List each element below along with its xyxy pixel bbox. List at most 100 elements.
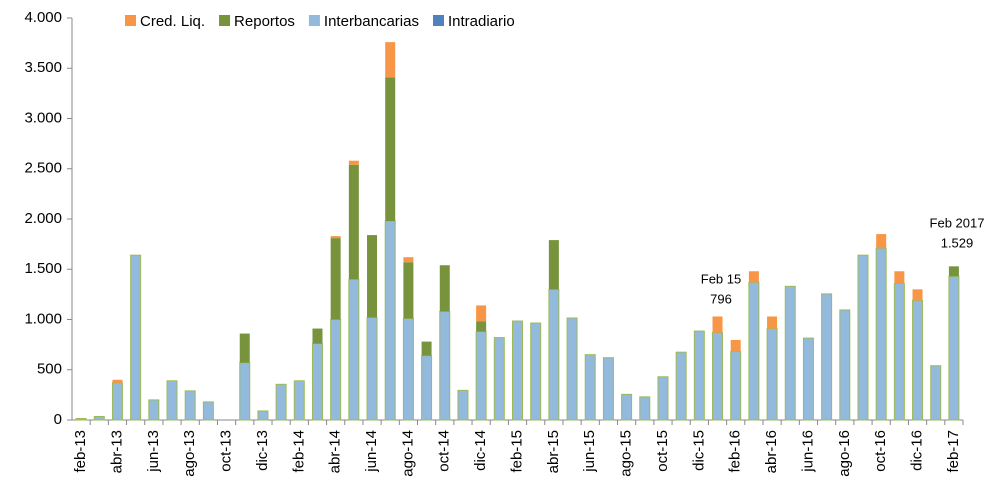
bar-segment [767,316,778,329]
bar-segment [657,376,669,421]
x-tick-label: jun-15 [581,430,598,473]
annotation: 1.529 [941,235,974,250]
y-tick-label: 500 [37,361,62,378]
bar-segment [912,289,923,301]
bar-segment [348,278,360,421]
x-tick-label: oct-16 [872,430,889,472]
legend-swatch [308,15,320,26]
bar-segment [75,417,87,421]
bar-segment [894,271,905,284]
bar-segment [784,285,796,421]
x-tick-label: abr-13 [108,430,125,473]
bar-segment [602,357,614,421]
bar-segment [439,310,451,421]
bar-segment [802,337,814,421]
bar-segment [312,328,323,344]
bar-segment [402,317,414,421]
bar-segment [311,343,323,421]
bar-segment [476,321,487,332]
bar-segment [348,160,359,165]
bar-segment [712,332,724,421]
x-tick-label: ago-15 [618,430,635,477]
legend-label: Intradiario [448,13,515,30]
x-tick-label: ago-16 [836,430,853,477]
y-tick-label: 1.000 [24,310,62,327]
bar-segment [148,399,160,421]
bar-segment [330,238,341,320]
bar-segment [675,351,687,421]
bar-segment [912,299,924,421]
bar-segment [93,415,105,421]
bar-segment [330,236,341,239]
legend-swatch [432,15,444,26]
bar-segment [239,333,250,363]
bar-segment [257,410,269,421]
bar-segment [876,234,887,249]
bar-segment [384,220,396,421]
bar-segment [493,337,505,421]
bar-segment [385,77,396,222]
bar-segment [403,262,414,319]
y-tick-label: 0 [54,411,62,428]
bar-segment [948,275,960,421]
legend-label: Reportos [234,13,295,30]
bar-segment [112,379,123,383]
bar-segment [385,42,396,78]
bar-segment [930,365,942,421]
bar-segment [821,293,833,421]
bar-segment [875,247,887,421]
bar-segment [530,322,542,421]
x-tick-label: oct-15 [654,430,671,472]
x-tick-label: ago-13 [181,430,198,477]
x-tick-label: jun-14 [363,430,380,473]
bar-segment [111,382,123,421]
x-tick-label: feb-15 [508,430,525,473]
bar-segment [766,328,778,421]
bar-segment [548,240,559,290]
bar-segment [639,396,651,421]
y-tick-label: 3.000 [24,109,62,126]
bar-segment [239,362,251,421]
bar-segment [748,281,760,421]
bar-segment [730,351,742,421]
bar-segment [184,390,196,421]
x-tick-label: feb-13 [72,430,89,473]
bar-segment [439,265,450,312]
x-tick-label: dic-13 [254,430,271,471]
x-tick-label: oct-14 [436,430,453,472]
bar-segment [421,355,433,421]
bar-segment [621,393,633,421]
bar-segment [893,282,905,421]
bar-segment [457,389,469,421]
legend-swatch [219,15,231,26]
bar-segment [330,319,342,421]
x-tick-label: feb-14 [290,430,307,473]
bar-segment [857,254,869,421]
bar-segment [275,383,287,421]
bar-segment [712,316,723,333]
bar-segment [584,354,596,421]
x-tick-label: feb-17 [945,430,962,473]
bar-segment [366,316,378,421]
x-tick-label: jun-16 [799,430,816,473]
x-tick-label: dic-16 [909,430,926,471]
bar-segment [367,235,378,318]
bar-segment [948,266,959,277]
x-tick-label: oct-13 [218,430,235,472]
annotation: Feb 15 [701,271,741,286]
y-tick-label: 2.500 [24,160,62,177]
bar-segment [566,317,578,421]
bar-segment [348,164,359,280]
y-tick-label: 1.500 [24,260,62,277]
bar-segment [476,305,487,322]
x-tick-label: feb-16 [727,430,744,473]
x-tick-label: abr-16 [763,430,780,473]
x-tick-label: abr-14 [327,430,344,473]
bar-segment [548,288,560,421]
bar-segment [293,380,305,421]
bar-segment [130,254,142,421]
x-tick-label: abr-15 [545,430,562,473]
bar-segment [693,330,705,421]
bar-segment [475,331,487,421]
